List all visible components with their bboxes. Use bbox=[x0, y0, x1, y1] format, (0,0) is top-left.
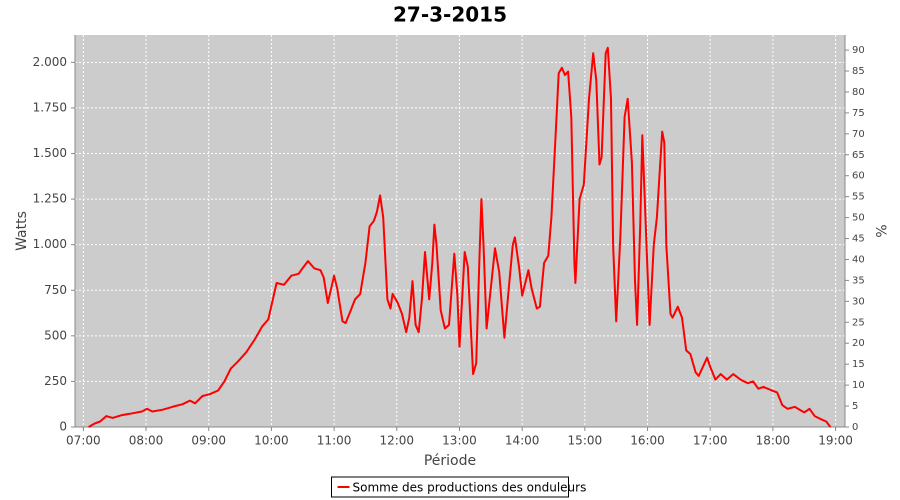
x-tick-label: 16:00 bbox=[630, 434, 665, 448]
x-tick-label: 10:00 bbox=[254, 434, 289, 448]
y2-tick-label: 0 bbox=[852, 422, 858, 433]
y-tick-label: 1.000 bbox=[33, 237, 67, 251]
y2-tick-label: 90 bbox=[852, 45, 865, 56]
plot-area bbox=[75, 35, 845, 427]
x-tick-label: 08:00 bbox=[129, 434, 164, 448]
y2-tick-label: 65 bbox=[852, 150, 865, 161]
y2-tick-label: 80 bbox=[852, 87, 865, 98]
y2-tick-label: 75 bbox=[852, 108, 865, 119]
x-axis-label: Période bbox=[424, 453, 476, 469]
y2-tick-label: 55 bbox=[852, 192, 865, 203]
y2-tick-label: 40 bbox=[852, 254, 865, 265]
x-tick-label: 09:00 bbox=[191, 434, 226, 448]
x-tick-label: 17:00 bbox=[693, 434, 728, 448]
y-tick-label: 1.500 bbox=[33, 146, 67, 160]
y2-tick-label: 25 bbox=[852, 317, 865, 328]
x-tick-label: 18:00 bbox=[756, 434, 791, 448]
chart-title: 27-3-2015 bbox=[393, 3, 507, 27]
y2-tick-label: 85 bbox=[852, 66, 865, 77]
y2-tick-label: 35 bbox=[852, 275, 865, 286]
y2-tick-label: 20 bbox=[852, 338, 865, 349]
legend-box bbox=[331, 476, 569, 498]
y2-tick-label: 5 bbox=[852, 401, 858, 412]
y-tick-label: 250 bbox=[44, 374, 67, 388]
y2-tick-label: 10 bbox=[852, 380, 865, 391]
y2-tick-label: 30 bbox=[852, 296, 865, 307]
y2-tick-label: 15 bbox=[852, 359, 865, 370]
y-tick-label: 750 bbox=[44, 283, 67, 297]
x-tick-label: 19:00 bbox=[818, 434, 853, 448]
y2-tick-label: 50 bbox=[852, 213, 865, 224]
y2-tick-label: 70 bbox=[852, 129, 865, 140]
x-tick-label: 12:00 bbox=[379, 434, 414, 448]
y-tick-label: 0 bbox=[59, 420, 67, 434]
y2-tick-label: 60 bbox=[852, 171, 865, 182]
data-line bbox=[88, 46, 832, 428]
x-tick-label: 11:00 bbox=[317, 434, 352, 448]
y2-axis-label: % bbox=[872, 224, 888, 237]
x-tick-label: 13:00 bbox=[442, 434, 477, 448]
legend-label: Somme des productions des onduleurs bbox=[353, 481, 587, 495]
x-tick-label: 07:00 bbox=[66, 434, 101, 448]
y2-tick-label: 45 bbox=[852, 234, 865, 245]
x-tick-label: 15:00 bbox=[568, 434, 603, 448]
x-tick-label: 14:00 bbox=[505, 434, 540, 448]
y-tick-label: 500 bbox=[44, 328, 67, 342]
y-tick-label: 2.000 bbox=[33, 55, 67, 69]
y-axis-label: Watts bbox=[14, 211, 30, 251]
y-tick-label: 1.250 bbox=[33, 192, 67, 206]
y-tick-label: 1.750 bbox=[33, 100, 67, 114]
